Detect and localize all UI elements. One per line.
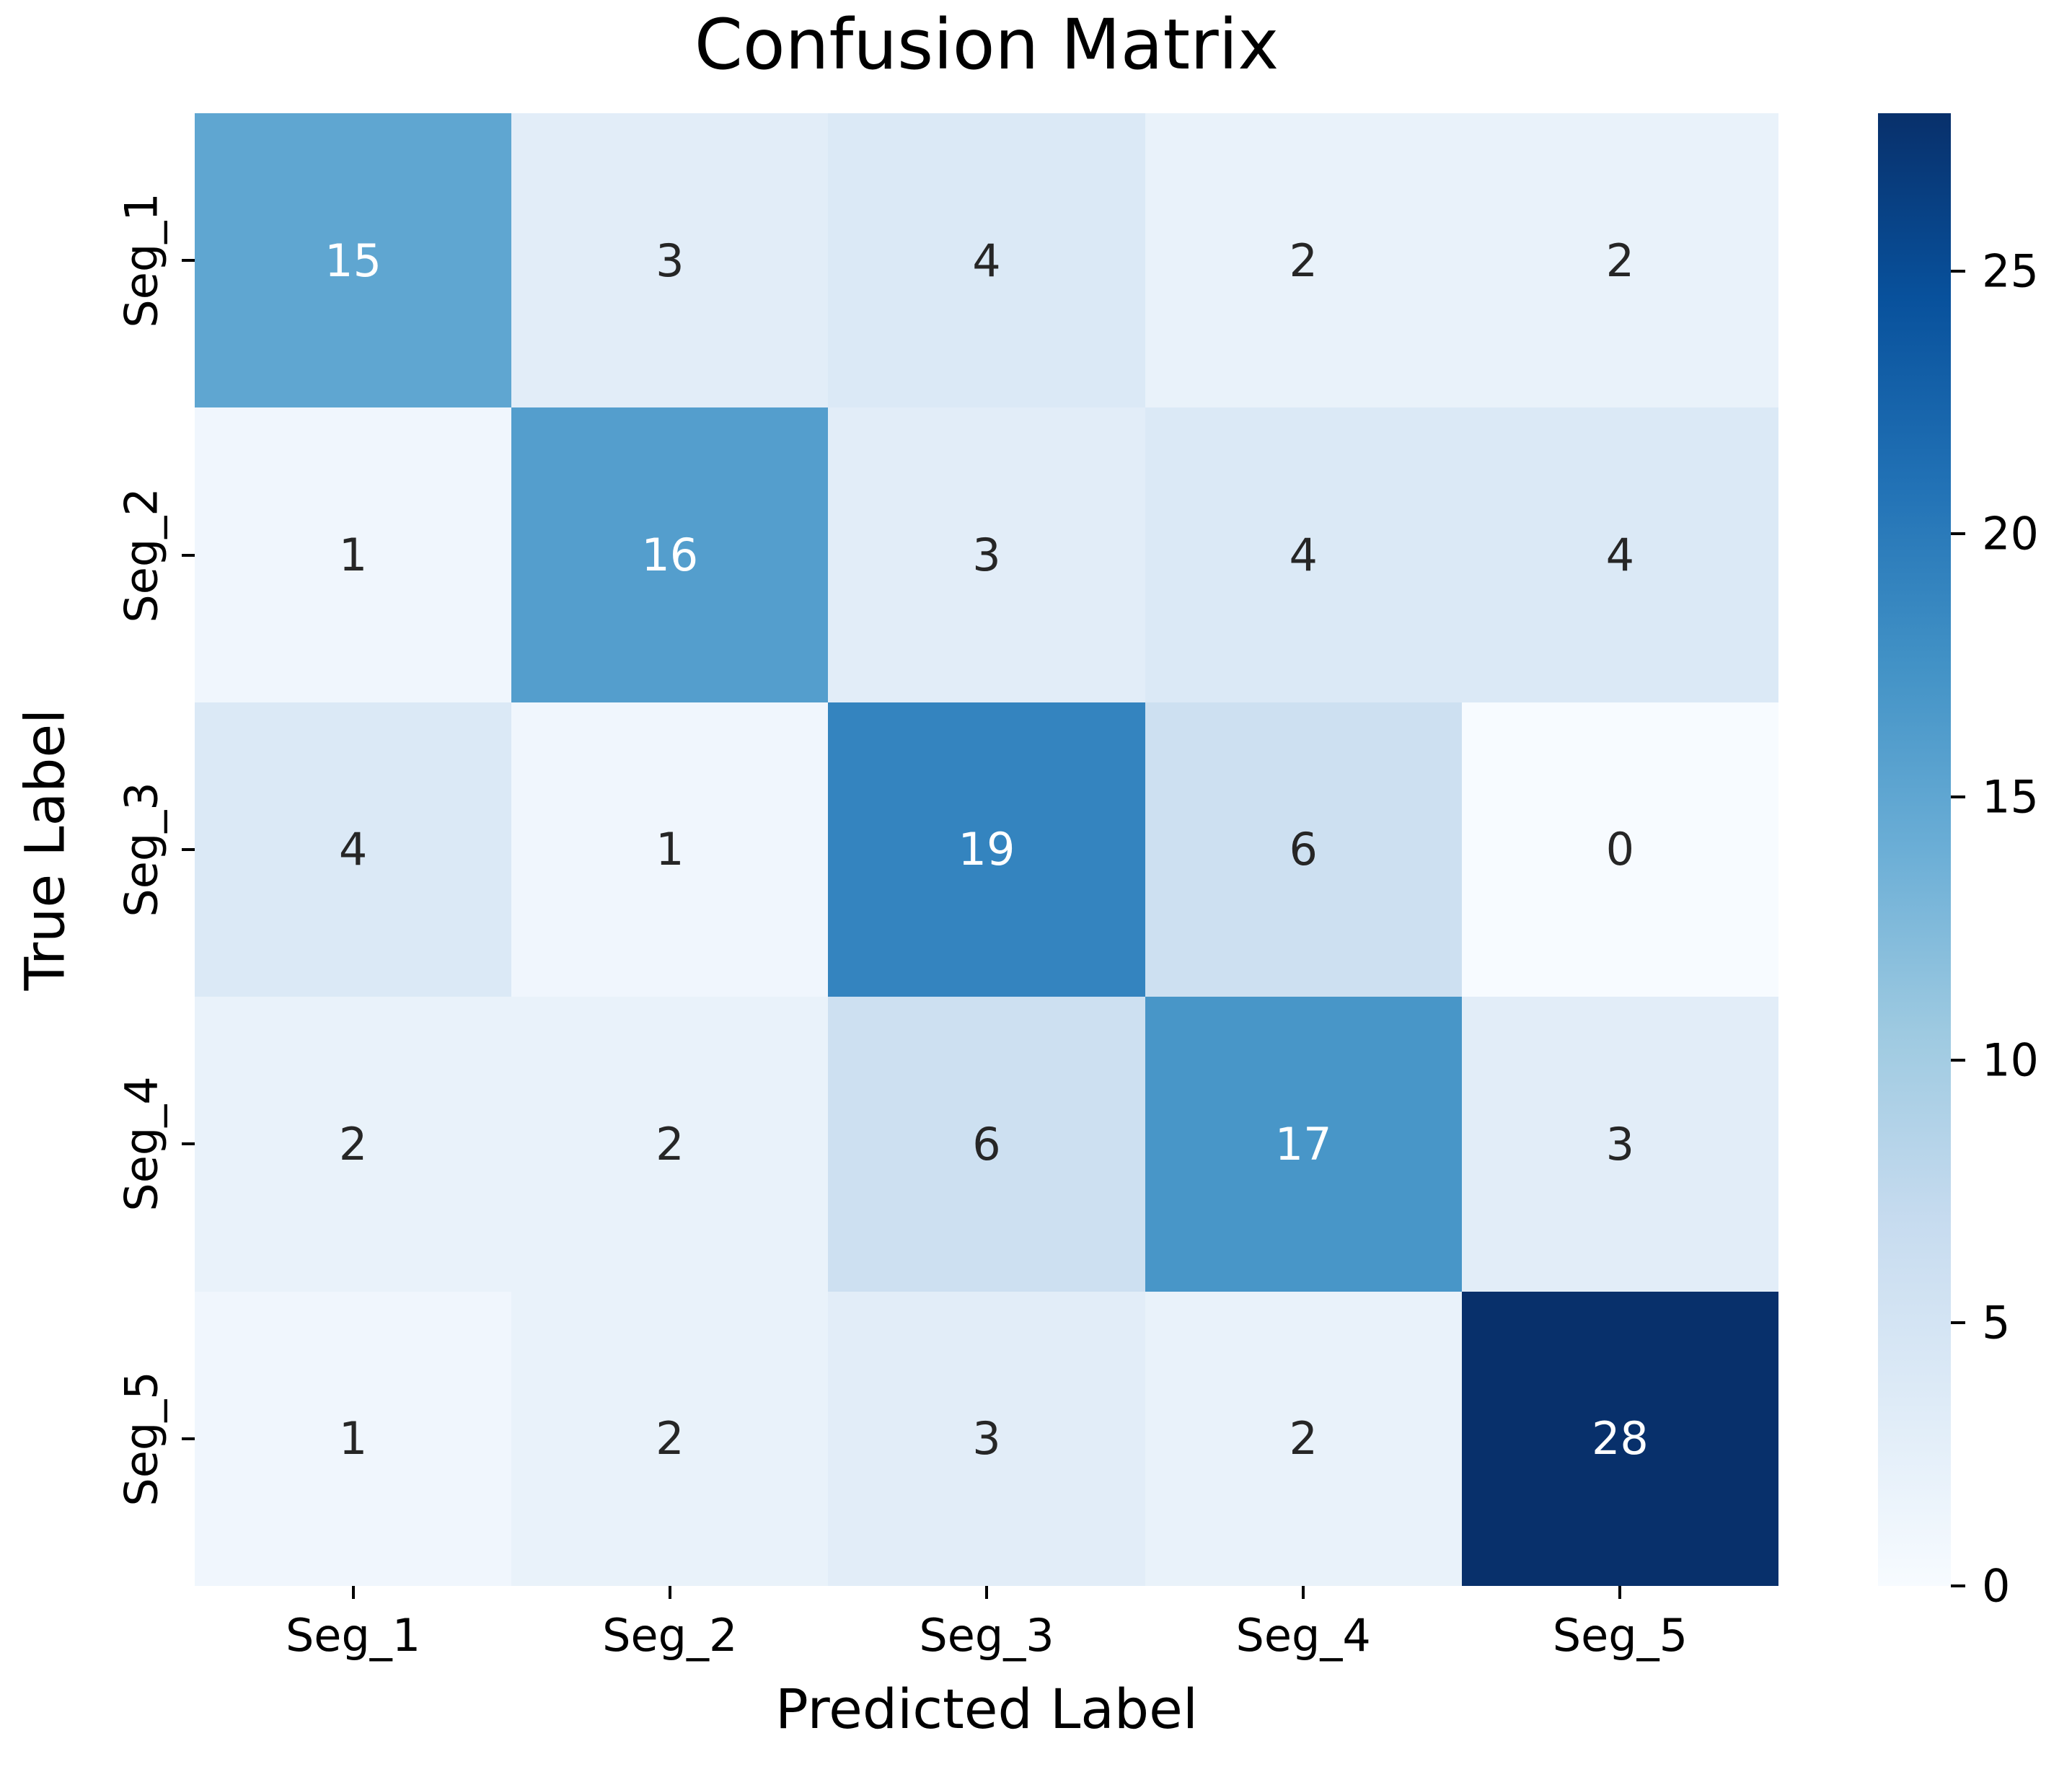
y-tick-mark — [182, 848, 195, 851]
heatmap-cell: 2 — [1461, 113, 1778, 408]
x-tick-mark — [1618, 1586, 1622, 1599]
x-axis-label: Predicted Label — [775, 1677, 1198, 1741]
heatmap-cell: 28 — [1461, 1291, 1778, 1586]
colorbar-gradient — [1878, 113, 1951, 1586]
heatmap-cell: 2 — [511, 997, 829, 1292]
y-tick-label: Seg_3 — [115, 782, 168, 917]
y-tick-mark — [182, 1437, 195, 1440]
heatmap-cell: 3 — [828, 407, 1145, 702]
x-tick-mark — [1302, 1586, 1305, 1599]
heatmap-cell: 4 — [1461, 407, 1778, 702]
y-axis-label: True Label — [12, 708, 77, 991]
heatmap-cell: 4 — [1145, 407, 1462, 702]
chart-title: Confusion Matrix — [694, 4, 1279, 85]
heatmap-cell: 3 — [1461, 997, 1778, 1292]
colorbar-tick-label: 15 — [1982, 770, 2039, 824]
heatmap-cell: 15 — [195, 113, 512, 408]
colorbar-tick-mark — [1951, 269, 1965, 273]
x-tick-label: Seg_3 — [919, 1609, 1054, 1662]
colorbar-tick-label: 5 — [1982, 1296, 2011, 1349]
heatmap-cell: 1 — [511, 702, 829, 997]
heatmap-cell: 2 — [511, 1291, 829, 1586]
colorbar-tick-mark — [1951, 1058, 1965, 1062]
heatmap-cell: 2 — [1145, 1291, 1462, 1586]
x-tick-mark — [668, 1586, 671, 1599]
heatmap-cell: 2 — [195, 997, 512, 1292]
y-tick-label: Seg_2 — [115, 487, 168, 623]
colorbar-tick-label: 10 — [1982, 1033, 2039, 1087]
heatmap-cell: 6 — [1145, 702, 1462, 997]
heatmap-cell: 1 — [195, 1291, 512, 1586]
heatmap-cell: 4 — [828, 113, 1145, 408]
heatmap-cell: 3 — [511, 113, 829, 408]
heatmap-cell: 0 — [1461, 702, 1778, 997]
heatmap-cell: 16 — [511, 407, 829, 702]
x-tick-label: Seg_2 — [602, 1609, 738, 1662]
heatmap-cell: 3 — [828, 1291, 1145, 1586]
y-tick-mark — [182, 1142, 195, 1146]
x-tick-label: Seg_5 — [1552, 1609, 1688, 1662]
heatmap-cell: 1 — [195, 407, 512, 702]
heatmap-cell: 2 — [1145, 113, 1462, 408]
x-tick-mark — [351, 1586, 355, 1599]
heatmap-cell: 4 — [195, 702, 512, 997]
heatmap-cell: 17 — [1145, 997, 1462, 1292]
colorbar-tick-mark — [1951, 1584, 1965, 1587]
heatmap-grid: 15 3 4 2 2 1 16 3 4 4 4 1 19 6 0 2 2 6 17 3 1 2 3 2 28 — [195, 113, 1778, 1586]
x-tick-mark — [985, 1586, 988, 1599]
y-tick-mark — [182, 553, 195, 557]
x-tick-label: Seg_4 — [1235, 1609, 1371, 1662]
colorbar-tick-label: 0 — [1982, 1559, 2011, 1613]
colorbar-tick-mark — [1951, 795, 1965, 799]
y-tick-label: Seg_5 — [115, 1371, 168, 1507]
y-tick-label: Seg_4 — [115, 1076, 168, 1212]
colorbar-tick-label: 25 — [1982, 244, 2039, 298]
colorbar-tick-label: 20 — [1982, 507, 2039, 560]
heatmap-cell: 19 — [828, 702, 1145, 997]
colorbar-tick-mark — [1951, 532, 1965, 536]
y-tick-mark — [182, 259, 195, 263]
y-tick-label: Seg_1 — [115, 193, 168, 328]
heatmap-cell: 6 — [828, 997, 1145, 1292]
x-tick-label: Seg_1 — [285, 1609, 421, 1662]
colorbar-tick-mark — [1951, 1321, 1965, 1325]
